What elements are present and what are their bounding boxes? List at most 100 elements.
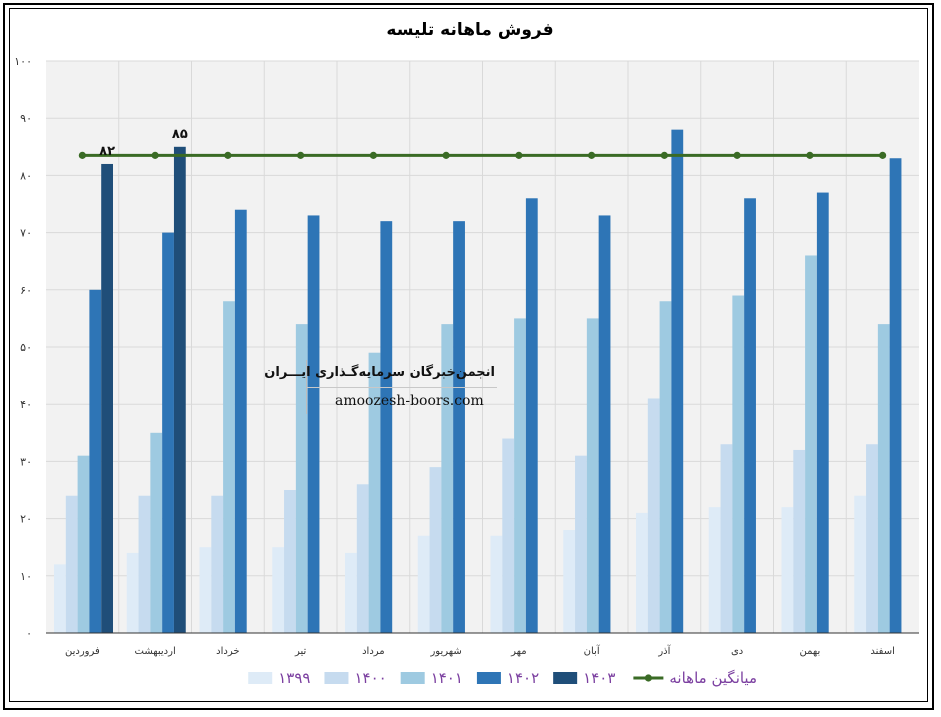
x-tick-label: مرداد — [362, 646, 385, 657]
bar-1401 — [295, 324, 308, 633]
watermark-website: amoozesh-boors.com — [335, 393, 484, 409]
bar-1399 — [781, 507, 794, 633]
bar-1399 — [345, 552, 357, 633]
legend-swatch-1403 — [553, 672, 578, 684]
bar-1401 — [150, 432, 163, 633]
average-line-marker — [879, 151, 887, 159]
bar-1401 — [586, 318, 599, 633]
y-tick-label: ۱۰ — [20, 570, 32, 583]
x-tick-label: بهمن — [799, 646, 820, 657]
bar-1399 — [272, 547, 285, 633]
legend-marker-average — [644, 674, 652, 682]
bar-1403 — [101, 163, 113, 633]
average-line-marker — [442, 151, 450, 159]
legend-label-1403: ۱۴۰۳ — [583, 669, 615, 687]
bar-1402 — [89, 289, 102, 633]
bar-1402 — [671, 129, 684, 633]
x-axis-tick-labels: فروردین اردیبهشت خرداد تیر مرداد شهریور مهر آبا… — [65, 644, 895, 657]
average-line-marker — [297, 151, 305, 159]
average-line-marker — [588, 151, 596, 159]
x-tick-label: خرداد — [216, 646, 239, 657]
bar-1399 — [199, 547, 212, 633]
bar-1403 — [173, 146, 186, 634]
x-tick-label: اسفند — [870, 646, 894, 657]
average-line — [78, 151, 887, 159]
bar-1400 — [284, 490, 296, 633]
bar-1401 — [77, 455, 90, 633]
bar-1402 — [234, 209, 247, 633]
x-tick-label: آبان — [584, 644, 601, 657]
bar-1400 — [138, 495, 151, 633]
y-axis-tick-labels: ۰ ۱۰ ۲۰ ۳۰ ۴۰ ۵۰ ۶۰ ۷۰ ۸۰ ۹۰ ۱۰۰ — [14, 55, 32, 640]
y-tick-label: ۹۰ — [20, 112, 32, 125]
bar-1399 — [490, 535, 503, 633]
bar-1402 — [307, 215, 320, 633]
x-tick-label: مهر — [510, 646, 526, 657]
legend-label-average: میانگین ماهانه — [669, 669, 757, 687]
bar-1402 — [598, 215, 611, 633]
legend-swatch-1401 — [400, 672, 425, 684]
y-tick-label: ۳۰ — [20, 455, 32, 468]
y-tick-label: ۷۰ — [20, 227, 32, 240]
average-line-marker — [151, 151, 159, 159]
y-tick-label: ۵۰ — [20, 341, 32, 354]
average-line-marker — [733, 151, 741, 159]
y-tick-label: ۸۰ — [20, 169, 32, 182]
bar-1400 — [647, 398, 660, 633]
average-line-marker — [660, 151, 668, 159]
average-line-marker — [78, 151, 86, 159]
bar-1402 — [380, 221, 393, 633]
y-tick-label: ۰ — [26, 627, 32, 640]
bar-1402 — [525, 198, 538, 633]
bar-1400 — [65, 495, 78, 633]
legend-swatch-1402 — [476, 672, 501, 684]
bar-1399 — [126, 552, 139, 633]
x-tick-label: اردیبهشت — [135, 646, 176, 657]
bar-1402 — [162, 232, 174, 633]
watermark-divider — [307, 387, 497, 388]
bar-1400 — [502, 438, 515, 633]
bar-1400 — [429, 467, 442, 633]
bar-1401 — [659, 301, 672, 633]
average-line-marker — [515, 151, 523, 159]
bar-1402 — [816, 192, 829, 633]
legend-label-1401: ۱۴۰۱ — [431, 669, 463, 687]
bar-1399 — [417, 535, 430, 633]
bar-1401 — [877, 324, 890, 633]
x-tick-label: تیر — [294, 646, 307, 657]
y-tick-label: ۱۰۰ — [14, 55, 32, 68]
bar-1402 — [889, 158, 902, 634]
bar-1399 — [54, 564, 66, 633]
bar-1401 — [223, 301, 235, 633]
average-line-marker — [369, 151, 377, 159]
bar-1400 — [720, 444, 733, 633]
y-tick-label: ۲۰ — [20, 513, 32, 526]
x-tick-label: فروردین — [65, 646, 100, 657]
legend-label-1400: ۱۴۰۰ — [354, 669, 386, 687]
y-tick-label: ۴۰ — [20, 398, 32, 411]
bar-1400 — [211, 495, 224, 633]
watermark: انجمن‌خبرگان سرمایه‌گـذاری ایـــران amoo… — [264, 360, 497, 414]
bar-1399 — [708, 507, 721, 633]
chart-title: فروش ماهانه تلیسه — [386, 20, 553, 40]
bar-1399 — [854, 495, 867, 633]
bar-1401 — [441, 324, 454, 633]
bar-1401 — [514, 318, 526, 633]
legend-swatch-1400 — [324, 672, 349, 684]
x-tick-label: شهریور — [429, 646, 461, 657]
bars — [54, 129, 902, 634]
watermark-org-name: انجمن‌خبرگان سرمایه‌گـذاری ایـــران — [264, 365, 495, 380]
data-labels: ۸۲ ۸۵ — [99, 127, 188, 159]
bar-1400 — [793, 449, 806, 633]
bar-1400 — [866, 444, 878, 633]
legend-label-1402: ۱۴۰۲ — [507, 669, 539, 687]
bar-1399 — [636, 512, 648, 633]
bar-1400 — [356, 484, 369, 633]
legend-label-1399: ۱۳۹۹ — [278, 669, 310, 687]
x-tick-label: دی — [731, 646, 743, 657]
bar-1402 — [744, 198, 756, 633]
bar-1401 — [805, 255, 817, 634]
y-tick-label: ۶۰ — [20, 284, 32, 297]
bar-1402 — [453, 221, 465, 633]
